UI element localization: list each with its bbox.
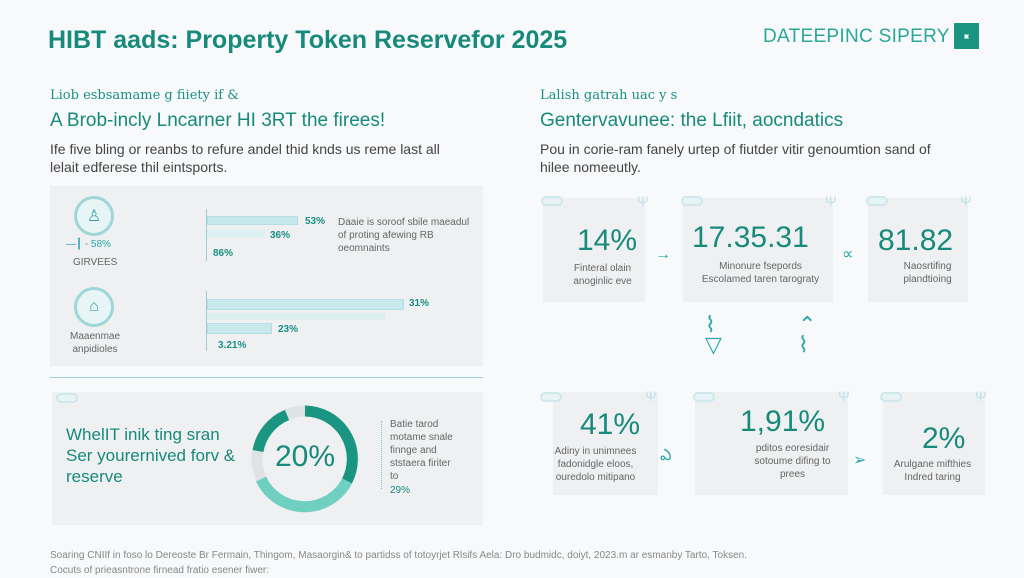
bar-1	[207, 216, 298, 225]
donut-label: 20%	[275, 440, 336, 473]
clip-icon	[880, 392, 902, 402]
legend-mark-icon: —┃	[66, 239, 85, 250]
stat-caption: Adiny in unimnees fadonidgle eloos, oure…	[554, 446, 637, 483]
brand-name: DATEEPINC SIPERY	[763, 26, 950, 47]
left-kicker: Liob esbsamame g fiiety if &	[50, 88, 239, 103]
clip-icon	[540, 392, 562, 402]
page-title: HIBT aads: Property Token Reservefor 202…	[48, 26, 568, 54]
stat-card	[553, 392, 658, 495]
pin-icon: Ψ	[975, 388, 987, 404]
bar-label: 3.21%	[218, 340, 247, 351]
stat-caption: Minonure fsepords Escolamed taren tarogr…	[701, 261, 820, 285]
clip-icon	[56, 393, 78, 403]
left-heading: A Brob-incly Lncarner HI 3RT the firees!	[50, 110, 386, 131]
stat-caption: pditos eoresidair sotoume difing to pree…	[754, 443, 831, 480]
stat-card	[868, 198, 968, 302]
reserve-text: WhelIT inik ting sran Ser yourernived fo…	[66, 425, 236, 486]
bar-3	[207, 299, 404, 310]
bar-label: 23%	[278, 324, 299, 335]
building-icon: ⌂	[74, 287, 114, 327]
group1-note: Daaie is soroof sbile maeadul of proting…	[338, 217, 470, 254]
pin-icon: Ψ	[960, 193, 972, 209]
stat-caption: Naosrtifing plandtioing	[903, 261, 952, 285]
donut-chart	[251, 405, 359, 513]
stat-value: 41%	[580, 408, 641, 441]
clip-icon	[541, 196, 563, 206]
donut-segment-light	[256, 476, 352, 513]
stat-caption: Arulgane mifthies Indred taring	[893, 459, 972, 483]
dotted-divider	[381, 421, 382, 489]
footer-line-2: Cocuts of prieasntrone firnead fratio es…	[50, 565, 269, 576]
stat-caption: Finteral olain anoginlic eve	[573, 263, 632, 287]
stat-card	[543, 198, 645, 302]
right-kicker: Lalish gatrah uac y s	[540, 88, 678, 103]
donut-segment-dark	[304, 405, 358, 484]
bar-5	[207, 323, 272, 334]
reserve-side-text: Batie tarod motame snale finnge and stst…	[390, 419, 453, 482]
arrow-right-icon: →	[655, 246, 671, 263]
reserve-panel	[52, 392, 483, 525]
left-paragraph: Ife five bling or reanbs to refure andel…	[50, 141, 440, 175]
stat-value: 1,91%	[740, 405, 826, 438]
pin-icon: Ψ	[838, 388, 850, 404]
reserve-side-value: 29%	[390, 485, 411, 496]
stat-card	[883, 392, 985, 495]
arrow-down-icon: ⌇ ▽	[705, 312, 722, 357]
pin-icon: Ψ	[637, 193, 649, 209]
brand-logo: ▣	[954, 23, 979, 49]
right-paragraph: Pou in corie-ram fanely urtep of fiutder…	[540, 141, 931, 175]
footer-line-1: Soaring CNIIf in foso lo Dereoste Br Fer…	[50, 550, 747, 561]
bar-2	[207, 230, 265, 237]
bar-4	[207, 313, 385, 320]
group1-label: GIRVEES	[73, 257, 118, 268]
clip-icon	[693, 392, 715, 402]
bar-label: 86%	[213, 248, 234, 259]
clip-icon	[681, 196, 703, 206]
right-heading: Gentervavunee: the Lfiit, aocndatics	[540, 110, 844, 131]
pin-icon: Ψ	[825, 193, 837, 209]
stat-card	[683, 198, 833, 302]
arrow-curve-icon: ఎ	[660, 447, 672, 464]
stat-value: 81.82	[878, 224, 954, 257]
stat-value: 17.35.31	[692, 221, 809, 254]
axis-line	[206, 291, 207, 351]
bar-label: 36%	[270, 230, 291, 241]
person-icon: ♙	[74, 196, 114, 236]
clip-icon	[866, 196, 888, 206]
divider	[50, 377, 483, 378]
group2-label: Maaenmae anpidioles	[70, 331, 121, 355]
donut-segment-dark-2	[252, 409, 290, 453]
group1-legend: —┃ - 58%	[66, 239, 111, 250]
pin-icon: Ψ	[645, 388, 657, 404]
bar-label: 31%	[409, 298, 430, 309]
bar-label: 53%	[305, 216, 326, 227]
stat-card	[695, 392, 848, 495]
axis-line	[206, 209, 207, 261]
loop-arrow-icon: ∝	[842, 246, 854, 263]
arrow-up-icon: ⌃ ⌇	[798, 312, 817, 357]
stat-value: 2%	[922, 422, 966, 455]
arrow-plane-icon: ➢	[853, 452, 867, 469]
footer: Soaring CNIIf in foso lo Dereoste Br Fer…	[50, 548, 747, 578]
stat-value: 14%	[577, 224, 638, 257]
